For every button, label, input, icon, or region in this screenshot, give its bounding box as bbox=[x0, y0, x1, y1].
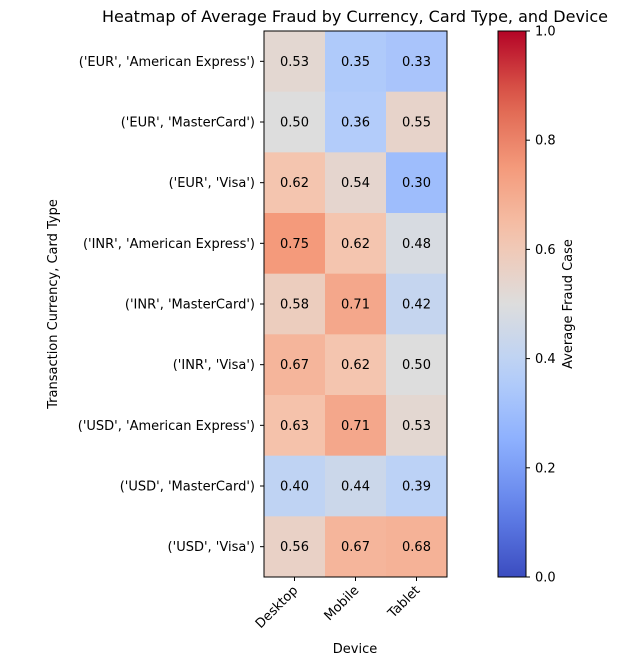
cell-value-label: 0.55 bbox=[402, 116, 431, 131]
y-tick-label: ('INR', 'MasterCard') bbox=[125, 298, 255, 313]
x-axis-label: Device bbox=[333, 642, 377, 655]
colorbar-tick-label: 0.6 bbox=[535, 243, 556, 258]
cell-value-label: 0.44 bbox=[341, 480, 370, 495]
heatmap-cell bbox=[386, 31, 448, 93]
heatmap-cell bbox=[325, 273, 387, 335]
cell-value-label: 0.63 bbox=[280, 419, 309, 434]
cell-value-label: 0.54 bbox=[341, 176, 370, 191]
cell-value-label: 0.56 bbox=[280, 540, 309, 555]
y-tick-label: ('USD', 'MasterCard') bbox=[120, 480, 255, 495]
heatmap-cell bbox=[325, 516, 387, 578]
heatmap-cell bbox=[325, 91, 387, 153]
colorbar-tick-label: 0.2 bbox=[535, 461, 556, 476]
y-axis-label: Transaction Currency, Card Type bbox=[46, 199, 61, 410]
x-tick-label: Tablet bbox=[385, 583, 424, 622]
cell-value-label: 0.71 bbox=[341, 298, 370, 313]
cell-value-label: 0.36 bbox=[341, 116, 370, 131]
x-tick-labels: Desktop Mobile Tablet bbox=[253, 577, 424, 632]
cell-value-label: 0.75 bbox=[280, 237, 309, 252]
cell-value-label: 0.50 bbox=[402, 358, 431, 373]
x-tick-label: Desktop bbox=[253, 583, 302, 632]
heatmap-cell bbox=[264, 516, 326, 578]
cell-value-label: 0.30 bbox=[402, 176, 431, 191]
cell-value-label: 0.67 bbox=[341, 540, 370, 555]
cell-value-label: 0.58 bbox=[280, 298, 309, 313]
y-tick-label: ('INR', 'American Express') bbox=[83, 237, 255, 252]
cell-value-label: 0.62 bbox=[341, 237, 370, 252]
y-tick-label: ('EUR', 'MasterCard') bbox=[121, 116, 255, 131]
cell-value-label: 0.68 bbox=[402, 540, 431, 555]
y-tick-label: ('EUR', 'American Express') bbox=[79, 55, 255, 70]
heatmap-cell bbox=[264, 334, 326, 396]
y-tick-label: ('USD', 'American Express') bbox=[78, 419, 255, 434]
cell-value-label: 0.35 bbox=[341, 55, 370, 70]
heatmap-cell bbox=[386, 516, 448, 578]
cell-value-label: 0.33 bbox=[402, 55, 431, 70]
cell-value-label: 0.71 bbox=[341, 419, 370, 434]
heatmap-cell bbox=[325, 31, 387, 93]
heatmap-cell bbox=[325, 334, 387, 396]
heatmap-cell bbox=[386, 334, 448, 396]
heatmap-cell bbox=[386, 395, 448, 457]
heatmap-cell bbox=[264, 455, 326, 517]
heatmap-cell bbox=[325, 152, 387, 214]
colorbar bbox=[497, 30, 527, 578]
x-tick-label: Mobile bbox=[322, 583, 363, 624]
cell-value-label: 0.42 bbox=[402, 298, 431, 313]
colorbar-tick-label: 0.4 bbox=[535, 352, 556, 367]
colorbar-tick-label: 0.8 bbox=[535, 134, 556, 149]
heatmap-cell bbox=[386, 273, 448, 335]
cell-value-label: 0.62 bbox=[341, 358, 370, 373]
cell-value-label: 0.53 bbox=[402, 419, 431, 434]
cell-value-label: 0.39 bbox=[402, 480, 431, 495]
y-tick-label: ('INR', 'Visa') bbox=[173, 358, 255, 373]
chart-title: Heatmap of Average Fraud by Currency, Ca… bbox=[102, 7, 608, 26]
heatmap-cell bbox=[386, 91, 448, 153]
heatmap-cell bbox=[264, 31, 326, 93]
heatmap-cell bbox=[386, 455, 448, 517]
cell-value-label: 0.53 bbox=[280, 55, 309, 70]
y-tick-label: ('EUR', 'Visa') bbox=[169, 176, 255, 191]
cell-value-label: 0.67 bbox=[280, 358, 309, 373]
heatmap-cell bbox=[325, 395, 387, 457]
heatmap-cell bbox=[264, 273, 326, 335]
heatmap-cell bbox=[264, 213, 326, 275]
heatmap-cell bbox=[386, 213, 448, 275]
colorbar-tick-label: 1.0 bbox=[535, 25, 556, 40]
cell-value-label: 0.50 bbox=[280, 116, 309, 131]
colorbar-ticks: 0.0 0.2 0.4 0.6 0.8 1.0 bbox=[526, 25, 556, 586]
colorbar-tick-label: 0.0 bbox=[535, 571, 556, 586]
colorbar-label: Average Fraud Case bbox=[561, 239, 576, 369]
heatmap-cell bbox=[264, 395, 326, 457]
cell-value-label: 0.62 bbox=[280, 176, 309, 191]
y-tick-labels: ('EUR', 'American Express') ('EUR', 'Mast… bbox=[78, 55, 264, 555]
heatmap-cells: 0.53 0.35 0.33 0.50 0.36 0.55 0.62 0.54 0.30 0.75… bbox=[264, 31, 448, 578]
heatmap-cell bbox=[386, 152, 448, 214]
heatmap-frame bbox=[263, 30, 448, 578]
heatmap-cell bbox=[264, 152, 326, 214]
heatmap-cell bbox=[325, 213, 387, 275]
heatmap-cell bbox=[264, 91, 326, 153]
heatmap-cell bbox=[325, 455, 387, 517]
y-tick-label: ('USD', 'Visa') bbox=[168, 540, 255, 555]
cell-value-label: 0.48 bbox=[402, 237, 431, 252]
cell-value-label: 0.40 bbox=[280, 480, 309, 495]
